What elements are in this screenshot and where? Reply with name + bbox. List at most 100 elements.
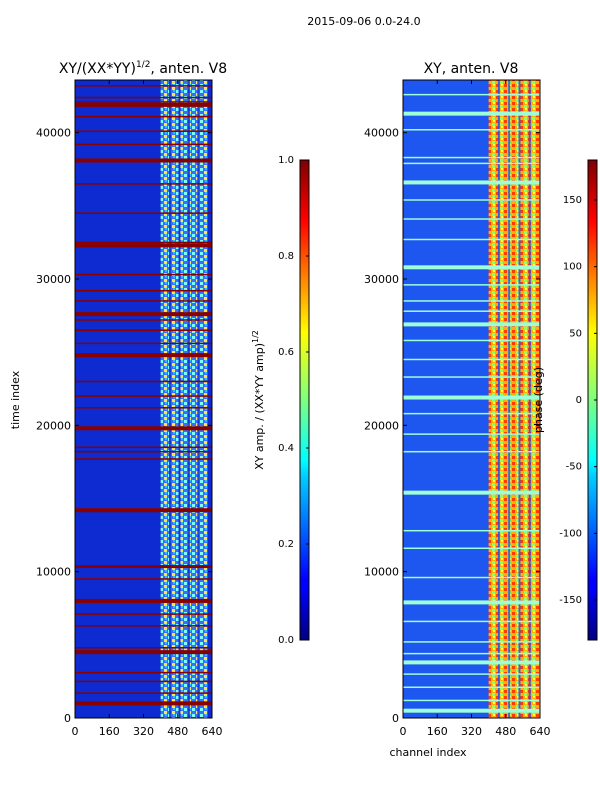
amp-y-tick-label: 30000	[36, 273, 71, 286]
amplitude-colorbar-ticks: 0.0 0.2 0.4 0.6 0.8 1.0	[278, 155, 309, 646]
phase-colorbar-tick-label: 150	[563, 195, 582, 206]
amplitude-colorbar-label: XY amp. / (XX*YY amp)1/2	[251, 330, 266, 470]
phase-row-stripe	[403, 576, 540, 579]
phase-x-axis-label: channel index	[389, 746, 467, 759]
amplitude-title-exponent: 1/2	[136, 60, 150, 70]
amp-row-stripe	[75, 243, 212, 248]
amplitude-colorbar-tick-label: 0.4	[278, 443, 294, 454]
phase-row-stripe	[403, 699, 540, 702]
phase-row-stripe	[403, 547, 540, 550]
phase-x-tick-label: 480	[495, 725, 516, 738]
amp-row-stripe	[75, 353, 212, 358]
phase-panel: XY, anten. V8 0 160 320 480 640 0 10000 20000 30…	[364, 61, 551, 759]
amp-row-stripe	[75, 273, 212, 276]
amp-x-tick-label: 0	[72, 725, 79, 738]
amp-row-stripe	[75, 85, 212, 87]
phase-x-tick-label: 160	[427, 725, 448, 738]
phase-row-stripe	[403, 673, 540, 675]
phase-row-stripe	[403, 660, 540, 665]
amp-x-tick-label: 480	[167, 725, 188, 738]
amp-row-stripe	[75, 115, 212, 118]
phase-row-stripe	[403, 300, 540, 302]
phase-y-tick-label: 20000	[364, 419, 399, 432]
phase-row-stripe	[403, 162, 540, 165]
phase-row-stripe	[403, 180, 540, 185]
phase-y-tick-label: 40000	[364, 127, 399, 140]
amp-row-stripe	[75, 508, 212, 513]
amp-band-gap	[197, 80, 200, 718]
amp-row-stripe	[75, 565, 212, 567]
amp-row-stripe	[75, 407, 212, 409]
amplitude-colorbar-label-exponent: 1/2	[251, 330, 260, 343]
amp-row-stripe	[75, 395, 212, 397]
amp-y-tick-label: 40000	[36, 127, 71, 140]
amp-row-stripe	[75, 671, 212, 674]
phase-row-stripe	[403, 620, 540, 623]
amp-row-stripe	[75, 212, 212, 214]
amplitude-colorbar-tick-label: 0.8	[278, 251, 294, 262]
amp-row-stripe	[75, 289, 212, 292]
amp-row-stripe	[75, 625, 212, 627]
amp-y-tick-label: 0	[64, 712, 71, 725]
amp-row-stripe	[75, 426, 212, 431]
amp-x-tick-label: 160	[99, 725, 120, 738]
phase-colorbar-tick-label: -100	[559, 528, 582, 539]
phase-row-stripe	[403, 600, 540, 605]
amp-row-stripe	[75, 680, 212, 683]
amp-row-stripe	[75, 647, 212, 649]
phase-row-stripe	[403, 450, 540, 453]
amplitude-y-axis-label: time index	[9, 370, 22, 429]
amp-row-stripe	[75, 566, 212, 569]
phase-row-stripe	[403, 686, 540, 689]
phase-row-stripe	[403, 199, 540, 201]
phase-row-stripe	[403, 376, 540, 378]
amp-row-stripe	[75, 650, 212, 655]
phase-row-stripe	[403, 358, 540, 361]
amp-y-tick-label: 20000	[36, 419, 71, 432]
phase-colorbar-label: phase (deg)	[532, 367, 545, 433]
amp-band-gap	[178, 80, 181, 718]
amplitude-colorbar: 0.0 0.2 0.4 0.6 0.8 1.0 XY amp. / (XX*YY amp)…	[251, 155, 310, 646]
phase-row-stripe	[403, 129, 540, 131]
amplitude-colorbar-tick-label: 1.0	[278, 155, 294, 166]
phase-colorbar: -150 -100 -50 0 50 100 150 phase (deg)	[532, 159, 598, 641]
phase-colorbar-tick-label: -150	[559, 595, 582, 606]
amp-row-stripe	[75, 598, 212, 603]
phase-row-stripe	[403, 310, 540, 312]
amp-row-stripe	[75, 300, 212, 302]
phase-colorbar-tick-label: 0	[576, 395, 582, 406]
phase-row-stripe	[403, 322, 540, 327]
amplitude-colorbar-tick-label: 0.2	[278, 539, 294, 550]
amp-row-stripe	[75, 183, 212, 185]
phase-colorbar-tick-label: -50	[566, 462, 582, 473]
amp-x-tick-label: 640	[202, 725, 223, 738]
phase-row-stripe	[403, 284, 540, 286]
figure-suptitle: 2015-09-06 0.0-24.0	[307, 15, 420, 28]
amplitude-panel-title: XY/(XX*YY)1/2, anten. V8	[59, 60, 227, 77]
amplitude-colorbar-tick-label: 0.0	[278, 635, 294, 646]
phase-x-tick-label: 0	[400, 725, 407, 738]
amp-row-stripe	[75, 458, 212, 460]
amp-row-stripe	[75, 130, 212, 132]
phase-row-stripe	[403, 708, 540, 713]
amp-row-stripe	[75, 319, 212, 321]
amp-band-gap	[187, 80, 190, 718]
phase-row-stripe	[403, 652, 540, 655]
amplitude-colorbar-label-main: XY amp. / (XX*YY amp)	[253, 343, 266, 470]
amplitude-axes-ticks: 0 160 320 480 640 0 10000 20000 30000 40000	[36, 80, 223, 738]
phase-row-stripe	[403, 265, 540, 270]
amplitude-title-main: XY/(XX*YY)	[59, 61, 136, 77]
amp-row-stripe	[75, 241, 212, 244]
amp-band-gap	[169, 80, 172, 718]
phase-row-stripe	[403, 641, 540, 643]
phase-axes-ticks: 0 160 320 480 640 0 10000 20000 30000 40000	[364, 80, 551, 738]
phase-row-stripe	[403, 238, 540, 241]
amplitude-panel: XY/(XX*YY)1/2, anten. V8 0 160 320 480 640 0 1…	[9, 60, 227, 738]
amp-row-stripe	[75, 613, 212, 615]
amp-row-stripe	[75, 329, 212, 331]
amplitude-colorbar-tick-label: 0.6	[278, 347, 294, 358]
amp-row-stripe	[75, 102, 212, 107]
phase-row-stripe	[403, 490, 540, 495]
phase-colorbar-tick-label: 100	[563, 262, 582, 273]
